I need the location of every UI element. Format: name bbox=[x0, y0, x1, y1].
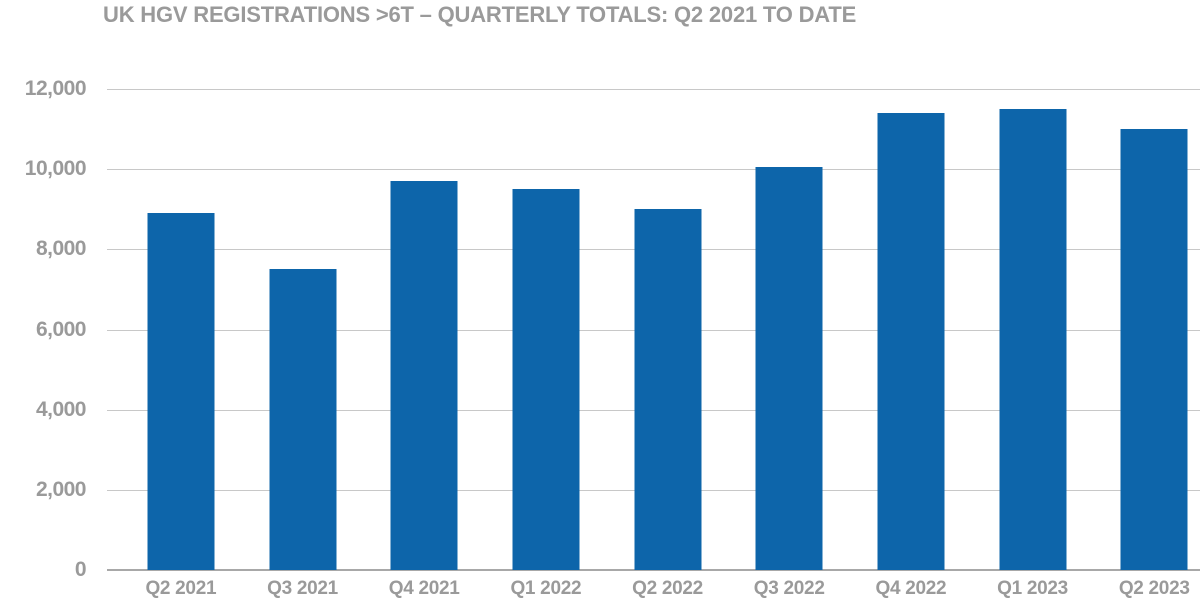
y-tick-label: 8,000 bbox=[35, 237, 87, 260]
x-tick-label: Q1 2023 bbox=[997, 578, 1068, 599]
bar-slot bbox=[363, 89, 485, 570]
y-tick-label: 0 bbox=[74, 558, 87, 581]
x-tick-label: Q2 2022 bbox=[632, 578, 703, 599]
bar-slot bbox=[242, 89, 364, 570]
x-tick-label: Q3 2022 bbox=[753, 578, 825, 599]
bar-q2-2021 bbox=[147, 213, 215, 570]
bar-slot bbox=[485, 89, 607, 570]
x-tick-label: Q1 2022 bbox=[510, 578, 582, 599]
bar-q2-2022 bbox=[634, 209, 702, 570]
y-tick-label: 6,000 bbox=[35, 318, 87, 341]
x-tick-label: Q4 2021 bbox=[388, 578, 460, 599]
bar-q2-2023 bbox=[1120, 129, 1188, 570]
chart-title: UK HGV REGISTRATIONS >6T – QUARTERLY TOT… bbox=[103, 2, 857, 27]
x-tick-label: Q3 2021 bbox=[267, 578, 338, 599]
bar-slot bbox=[972, 89, 1094, 570]
bar-q3-2022 bbox=[755, 167, 823, 570]
y-tick-label: 12,000 bbox=[24, 77, 87, 100]
x-tick-label: Q4 2022 bbox=[875, 578, 947, 599]
bar-slot bbox=[120, 89, 242, 570]
y-tick-label: 10,000 bbox=[24, 157, 87, 180]
gridline-12000 bbox=[107, 89, 1200, 90]
bar-slot bbox=[607, 89, 729, 570]
bar-slot bbox=[728, 89, 850, 570]
x-tick-label: Q2 2021 bbox=[145, 578, 217, 599]
y-tick-label: 4,000 bbox=[35, 398, 87, 421]
bar-slot bbox=[850, 89, 972, 570]
bar-q1-2022 bbox=[512, 189, 580, 570]
bars-area bbox=[120, 89, 1200, 570]
bar-q4-2022 bbox=[877, 113, 945, 570]
x-axis-labels: Q2 2021 Q3 2021 Q4 2021 Q1 2022 Q2 2022 Q3 20… bbox=[120, 578, 1200, 600]
y-axis-labels: 0 2,000 4,000 6,000 8,000 10,000 12,000 bbox=[0, 77, 87, 581]
y-tick-label: 2,000 bbox=[35, 478, 87, 501]
x-tick-label: Q2 2023 bbox=[1118, 578, 1190, 599]
bar-q4-2021 bbox=[390, 181, 458, 570]
gridline-10000 bbox=[107, 169, 1200, 170]
bar-slot bbox=[1093, 89, 1200, 570]
bar-q1-2023 bbox=[999, 109, 1067, 570]
x-axis-baseline bbox=[107, 569, 1200, 571]
bar-q3-2021 bbox=[269, 269, 336, 570]
